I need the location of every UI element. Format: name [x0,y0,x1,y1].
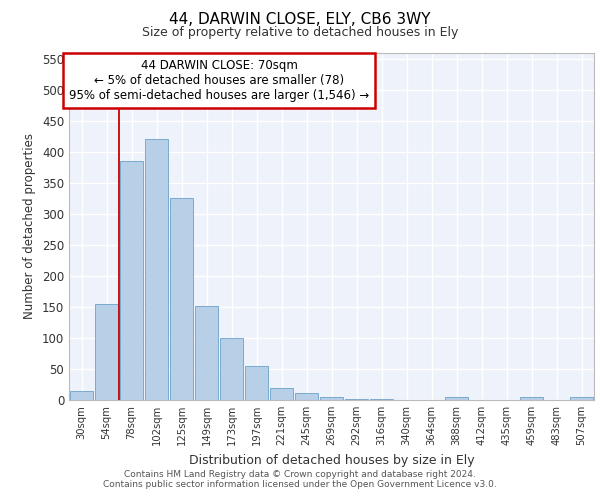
Bar [295,392,318,400]
Bar [570,397,593,400]
Bar [245,366,268,400]
Text: Contains HM Land Registry data © Crown copyright and database right 2024.
Contai: Contains HM Land Registry data © Crown c… [103,470,497,489]
Bar [345,399,368,400]
Y-axis label: Number of detached properties: Number of detached properties [23,133,37,320]
Bar [170,198,193,400]
Bar [70,390,93,400]
Text: Size of property relative to detached houses in Ely: Size of property relative to detached ho… [142,26,458,39]
Bar [445,397,468,400]
Bar [120,161,143,400]
Bar [195,306,218,400]
Bar [145,140,168,400]
Bar [520,397,543,400]
Bar [270,388,293,400]
X-axis label: Distribution of detached houses by size in Ely: Distribution of detached houses by size … [188,454,475,466]
Bar [95,304,118,400]
Text: 44, DARWIN CLOSE, ELY, CB6 3WY: 44, DARWIN CLOSE, ELY, CB6 3WY [169,12,431,28]
Bar [220,338,243,400]
Text: 44 DARWIN CLOSE: 70sqm
← 5% of detached houses are smaller (78)
95% of semi-deta: 44 DARWIN CLOSE: 70sqm ← 5% of detached … [69,58,369,102]
Bar [320,397,343,400]
